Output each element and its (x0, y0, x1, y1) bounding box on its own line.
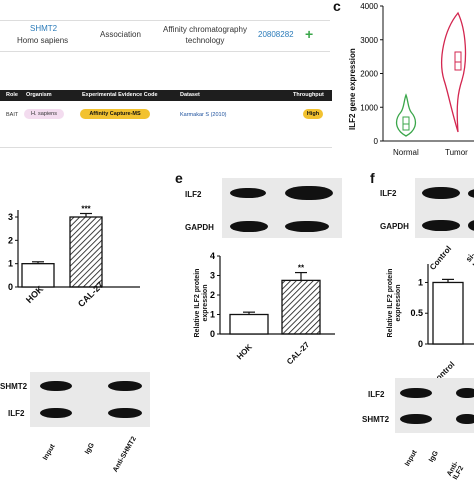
ytick-label: 2 (8, 235, 13, 245)
coip-right-blot (395, 378, 474, 433)
ytick-label: 1 (210, 310, 215, 320)
blot-f-gapdh-label: GAPDH (380, 222, 409, 231)
bar-hok (229, 313, 269, 335)
coip-left-lane-igg: IgG (84, 441, 96, 456)
ytick-label: 1 (8, 259, 13, 269)
th-dataset: Dataset (180, 92, 200, 98)
band-coip-left-ilf2-anti (108, 408, 142, 418)
coip-left-lane-input: Input (42, 443, 57, 462)
panel-label-e: e (175, 170, 183, 186)
organism-pill: H. sapiens (24, 109, 64, 119)
organism-text: Homo sapiens (17, 36, 69, 45)
ytick-label: 3000 (360, 36, 378, 45)
blot-e-gapdh-label: GAPDH (185, 223, 214, 232)
band-f-gapdh-si (468, 220, 474, 231)
pubmed-link[interactable]: 20808282 (258, 30, 294, 39)
ytick-label: 0 (8, 282, 13, 292)
blot-e-ilf2-label: ILF2 (185, 190, 202, 199)
panel-label-c: c (333, 0, 341, 14)
coip-left-shmt2-label: SHMT2 (0, 382, 28, 391)
ytick-label: 0 (210, 329, 215, 339)
evidence-row (0, 101, 332, 148)
f-ylabel: Relative ILF2 protein expression (387, 268, 402, 338)
violin-ylabel: ILF2 gene expression (348, 48, 357, 130)
band-f-ilf2-si (468, 189, 474, 198)
throughput-pill: High (303, 109, 323, 119)
xtick-normal: Normal (393, 148, 419, 157)
th-throughput: Throughput (293, 92, 324, 98)
significance-label: ** (298, 264, 305, 273)
band-f-ilf2-control (422, 187, 460, 199)
coip-right-lane-igg: IgG (428, 449, 440, 464)
ytick-label: 3 (8, 212, 13, 222)
ytick-label: 1000 (360, 103, 378, 112)
th-role: Role (6, 92, 18, 98)
band-coip-left-shmt2-anti (108, 381, 142, 391)
band-coip-left-ilf2-input (40, 408, 72, 418)
band-e-gapdh-cal27 (285, 221, 329, 232)
band-coip-right-shmt2-input (400, 414, 432, 424)
th-organism: Organism (26, 92, 52, 98)
coip-right-lane-input: Input (404, 449, 419, 468)
evidence-header (0, 90, 332, 101)
violin-chart: 0 1000 2000 3000 4000 (360, 2, 474, 146)
ytick-label: 0 (418, 339, 423, 349)
band-e-gapdh-hok (230, 221, 268, 232)
panel-label-f: f (370, 170, 375, 186)
coip-right-shmt2-label: SHMT2 (362, 415, 390, 424)
coip-left-ilf2-label: ILF2 (8, 409, 25, 418)
significance-label: *** (81, 205, 91, 214)
bar-cal-27 (281, 279, 321, 335)
bar-cal-27 (69, 216, 103, 288)
evidence-pill[interactable]: Affinity Capture-MS (80, 109, 150, 119)
band-coip-right-shmt2-anti (456, 414, 474, 424)
coip-left-lane-anti: Anti-SHMT2 (112, 435, 138, 474)
band-coip-right-ilf2-input (400, 388, 432, 398)
violin-tumor (441, 11, 467, 133)
coip-left-blot (30, 372, 150, 427)
bar-chart-left: 0 1 2 3 *** (8, 205, 140, 292)
band-e-ilf2-cal27 (285, 186, 333, 200)
xtick-tumor: Tumor (445, 148, 468, 157)
interaction-type: Association (100, 30, 141, 39)
violin-normal (395, 93, 417, 137)
bar-control (432, 281, 464, 345)
ytick-label: 0 (374, 137, 379, 146)
ytick-label: 3 (210, 271, 215, 281)
coip-right-ilf2-label: ILF2 (368, 390, 385, 399)
method-text: Affinity chromatography technology (163, 25, 247, 45)
dataset-link[interactable]: Karmakar S (2010) (180, 112, 227, 118)
band-f-gapdh-control (422, 220, 460, 231)
blot-f-ilf2-label: ILF2 (380, 189, 397, 198)
td-role: BAIT (6, 112, 19, 118)
ytick-label: 2000 (360, 70, 378, 79)
interaction-row (0, 20, 330, 52)
ytick-label: 4 (210, 251, 215, 261)
coip-right-lane-anti: Anti-ILF2 (446, 460, 466, 481)
plus-icon[interactable]: + (305, 26, 314, 42)
th-evidence: Experimental Evidence Code (82, 92, 158, 98)
ytick-label: 2 (210, 290, 215, 300)
ytick-label: 0.5 (410, 308, 423, 318)
ytick-label: 1 (418, 277, 423, 287)
band-e-ilf2-hok (230, 188, 266, 198)
e-ylabel: Relative ILF2 protein expression (194, 268, 209, 338)
band-coip-left-shmt2-input (40, 381, 72, 391)
ytick-label: 4000 (360, 2, 378, 11)
band-coip-right-ilf2-anti (456, 388, 474, 398)
bar-chart-e: 0 1 2 3 4 ** (210, 251, 335, 339)
bar-chart-f: 00.51 (410, 264, 474, 349)
gene-link[interactable]: SHMT2 (30, 24, 58, 33)
box-tumor (454, 51, 462, 71)
